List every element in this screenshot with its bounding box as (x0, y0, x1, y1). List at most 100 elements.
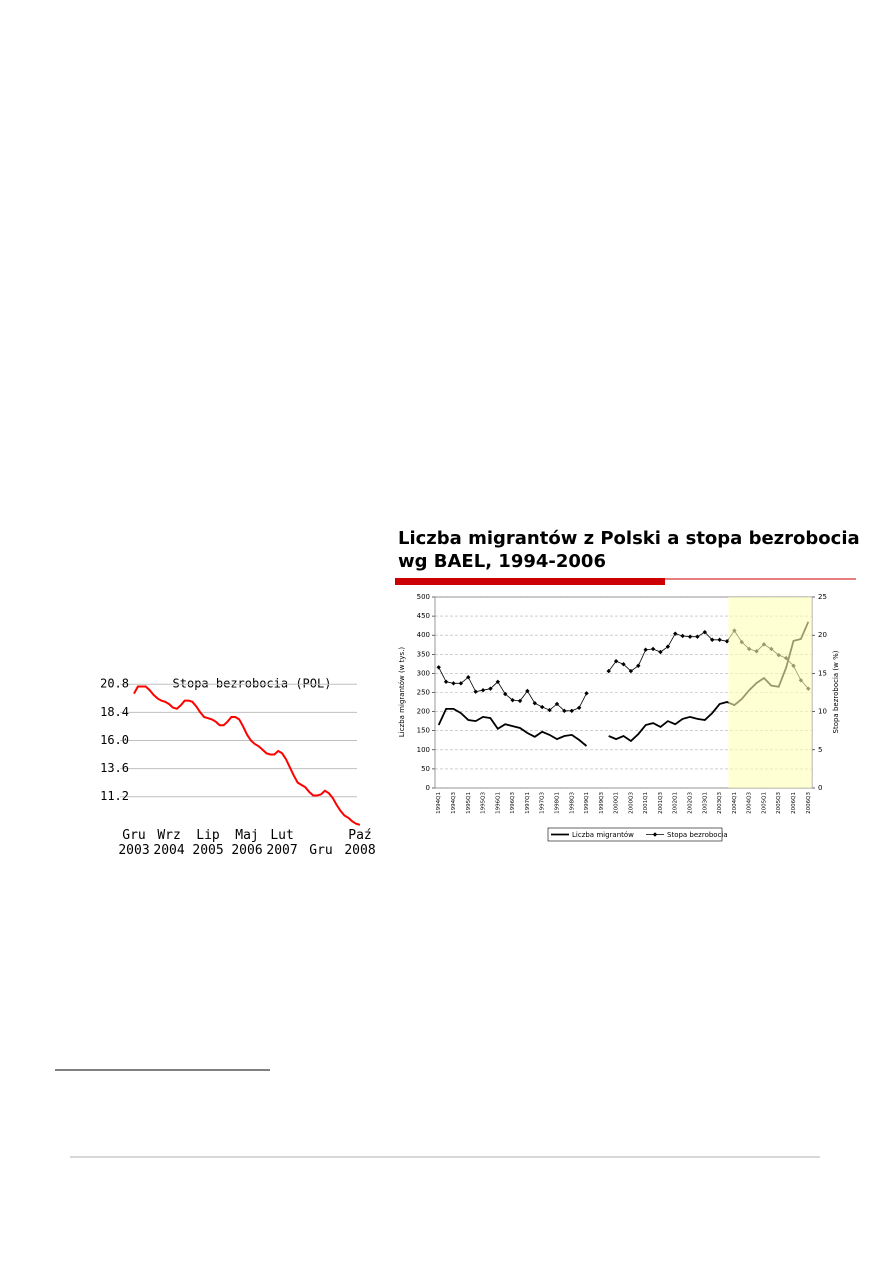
marker (650, 646, 656, 652)
x-tick-label: Lut 2007 (266, 828, 298, 858)
y-tick-label: 11.2 (100, 789, 129, 803)
x-tick-label: 2003Q1 (702, 792, 708, 814)
y-tick-label: 300 (417, 669, 430, 677)
marker (532, 700, 537, 706)
marker (451, 681, 456, 686)
x-tick-label: 2005Q1 (762, 792, 768, 814)
y-tick-label: 500 (417, 593, 430, 601)
chart-title: Liczba migrantów z Polski a stopa bezrob… (398, 528, 860, 572)
marker (480, 688, 486, 693)
x-tick-label: 1999Q3 (599, 792, 605, 814)
marker (621, 662, 626, 667)
x-tick-label: 1995Q1 (466, 792, 472, 814)
marker (466, 675, 471, 680)
marker (436, 665, 441, 670)
x-tick-label: Gru (309, 843, 333, 858)
marker (710, 637, 715, 642)
legend-marker (652, 832, 658, 837)
marker (606, 668, 611, 674)
marker (510, 697, 515, 703)
highlight (728, 597, 812, 788)
y-tick-label: 450 (417, 612, 430, 620)
marker (495, 679, 501, 685)
y-tick-label: 18.4 (100, 705, 129, 719)
marker (458, 681, 464, 686)
marker (569, 708, 574, 714)
marker (473, 689, 478, 694)
x-tick-label: 2003Q3 (717, 792, 723, 814)
marker (503, 691, 508, 697)
x-tick-label: 2002Q1 (673, 792, 679, 814)
y-tick-label: 200 (417, 708, 430, 716)
y-tick-label: 350 (417, 650, 430, 658)
x-tick-label: 1994Q3 (451, 792, 457, 814)
legend-label: Stopa bezrobocia (667, 831, 728, 839)
marker (539, 704, 545, 710)
chart-title: Stopa bezrobocia (POL) (173, 677, 332, 691)
y-tick-label: 150 (417, 727, 430, 735)
x-tick-label: Maj 2006 (231, 828, 263, 858)
y-tick-label: 250 (417, 689, 430, 697)
x-tick-label: Lip 2005 (192, 828, 224, 858)
x-tick-label: 1996Q3 (510, 792, 516, 814)
x-tick-label: 2000Q1 (614, 792, 620, 814)
legend-box (547, 827, 723, 842)
y-axis-title: Liczba migrantów (w tys.) (398, 647, 406, 738)
x-tick-label: 1995Q3 (481, 792, 487, 814)
y-tick-label: 16.0 (100, 733, 129, 747)
x-tick-label: 2001Q3 (658, 792, 664, 814)
marker (576, 705, 582, 710)
y-tick-label: 50 (421, 765, 430, 773)
y2-tick-label: 15 (818, 669, 827, 677)
x-tick-label: 2004Q1 (732, 792, 738, 814)
x-tick-label: 2005Q3 (776, 792, 782, 814)
y-tick-label: 13.6 (100, 761, 129, 775)
x-tick-label: 1998Q1 (555, 792, 561, 814)
marker (525, 688, 530, 694)
y2-tick-label: 20 (818, 631, 827, 639)
legend-label: Liczba migrantów (572, 831, 634, 839)
marker (488, 686, 493, 691)
marker (443, 679, 449, 685)
marker (643, 647, 648, 652)
x-tick-label: 2004Q3 (747, 792, 753, 814)
title-bar (395, 578, 665, 585)
x-tick-label: 2002Q3 (688, 792, 694, 814)
y-tick-label: 100 (417, 746, 430, 754)
x-tick-label: Wrz 2004 (153, 828, 185, 858)
y-tick-label: 20.8 (100, 677, 129, 691)
x-tick-label: 1997Q1 (525, 792, 531, 814)
marker (517, 698, 523, 704)
marker (554, 701, 560, 707)
marker (673, 631, 678, 636)
marker (717, 637, 722, 642)
x-tick-label: Paź 2008 (344, 828, 376, 858)
x-tick-label: 2006Q1 (791, 792, 797, 814)
x-tick-label: 2006Q3 (806, 792, 812, 814)
x-tick-label: 1996Q1 (495, 792, 501, 814)
x-tick-label: 2001Q1 (643, 792, 649, 814)
x-tick-label: 1994Q1 (436, 792, 442, 814)
marker (665, 644, 671, 649)
marker (702, 629, 708, 635)
marker (628, 668, 634, 674)
x-tick-label: Gru 2003 (118, 828, 150, 858)
x-tick-label: 2000Q3 (628, 792, 634, 814)
y2-tick-label: 25 (818, 593, 827, 601)
marker (695, 634, 700, 639)
x-tick-label: 1998Q3 (569, 792, 575, 814)
y2-tick-label: 10 (818, 708, 827, 716)
y2-tick-label: 5 (818, 746, 822, 754)
y2-axis-title: Stopa bezrobocia (w %) (832, 650, 840, 733)
marker (724, 639, 730, 644)
marker (547, 707, 552, 713)
line (133, 685, 361, 826)
y-tick-label: 400 (417, 631, 430, 639)
x-tick-label: 1999Q1 (584, 792, 590, 814)
marker (562, 708, 567, 714)
marker (636, 663, 641, 668)
marker (658, 649, 663, 655)
marker (584, 691, 589, 696)
